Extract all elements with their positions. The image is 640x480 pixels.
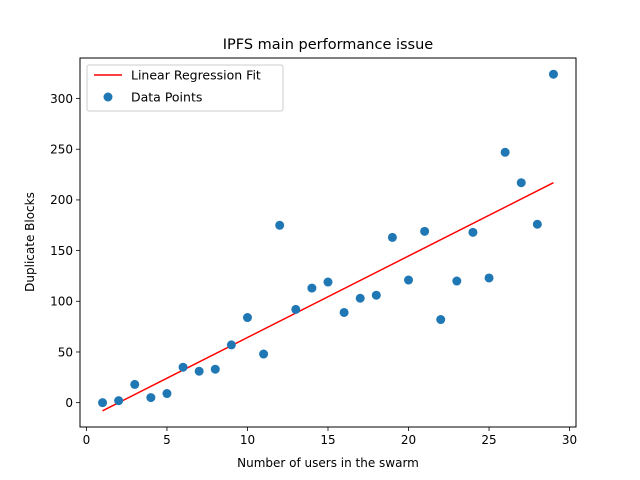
legend-label-points: Data Points (131, 90, 202, 105)
legend-box (86, 64, 284, 112)
x-tick-label: 10 (240, 433, 255, 447)
data-point (371, 290, 381, 300)
data-point (436, 315, 446, 325)
data-point (291, 304, 301, 314)
regression-line (102, 182, 554, 412)
y-tick-label: 300 (50, 92, 73, 106)
x-tick-label: 15 (320, 433, 335, 447)
data-point (355, 293, 365, 303)
data-point (130, 379, 140, 389)
x-tick-label: 5 (163, 433, 171, 447)
data-point (387, 232, 397, 242)
data-point (323, 277, 333, 287)
y-axis-title: Duplicate Blocks (23, 192, 37, 292)
y-tick-label: 200 (50, 193, 73, 207)
legend-dot-swatch (103, 92, 113, 102)
x-tick-label: 20 (401, 433, 416, 447)
data-point (259, 349, 269, 359)
y-axis: 0 50 100 150 200 250 300 (50, 92, 80, 410)
data-point (98, 398, 108, 408)
data-point (452, 276, 462, 286)
data-point (210, 364, 220, 374)
y-tick-label: 150 (50, 244, 73, 258)
data-point (307, 283, 317, 293)
data-point (339, 307, 349, 317)
data-point (275, 220, 285, 230)
x-tick-label: 0 (83, 433, 91, 447)
data-point (114, 396, 124, 406)
data-point (420, 226, 430, 236)
data-point (404, 275, 414, 285)
data-point (178, 362, 188, 372)
y-tick-label: 250 (50, 143, 73, 157)
data-point (500, 147, 510, 157)
data-point (162, 389, 172, 399)
x-axis-title: Number of users in the swarm (237, 456, 419, 470)
y-tick-label: 100 (50, 295, 73, 309)
x-tick-label: 30 (562, 433, 577, 447)
x-axis: 0 5 10 15 20 25 30 (83, 427, 577, 447)
data-point (548, 69, 558, 79)
data-point (516, 178, 526, 188)
data-point (146, 393, 156, 403)
data-point (194, 366, 204, 376)
data-point (226, 340, 236, 350)
plot-area (98, 69, 558, 412)
data-point (532, 219, 542, 229)
chart-title: IPFS main performance issue (223, 37, 434, 53)
data-point (242, 313, 252, 323)
data-point (468, 227, 478, 237)
y-tick-label: 0 (65, 396, 73, 410)
data-point (484, 273, 494, 283)
legend: Linear Regression Fit Data Points (86, 64, 284, 112)
legend-label-regression: Linear Regression Fit (131, 68, 261, 83)
y-tick-label: 50 (58, 345, 73, 359)
x-tick-label: 25 (481, 433, 496, 447)
